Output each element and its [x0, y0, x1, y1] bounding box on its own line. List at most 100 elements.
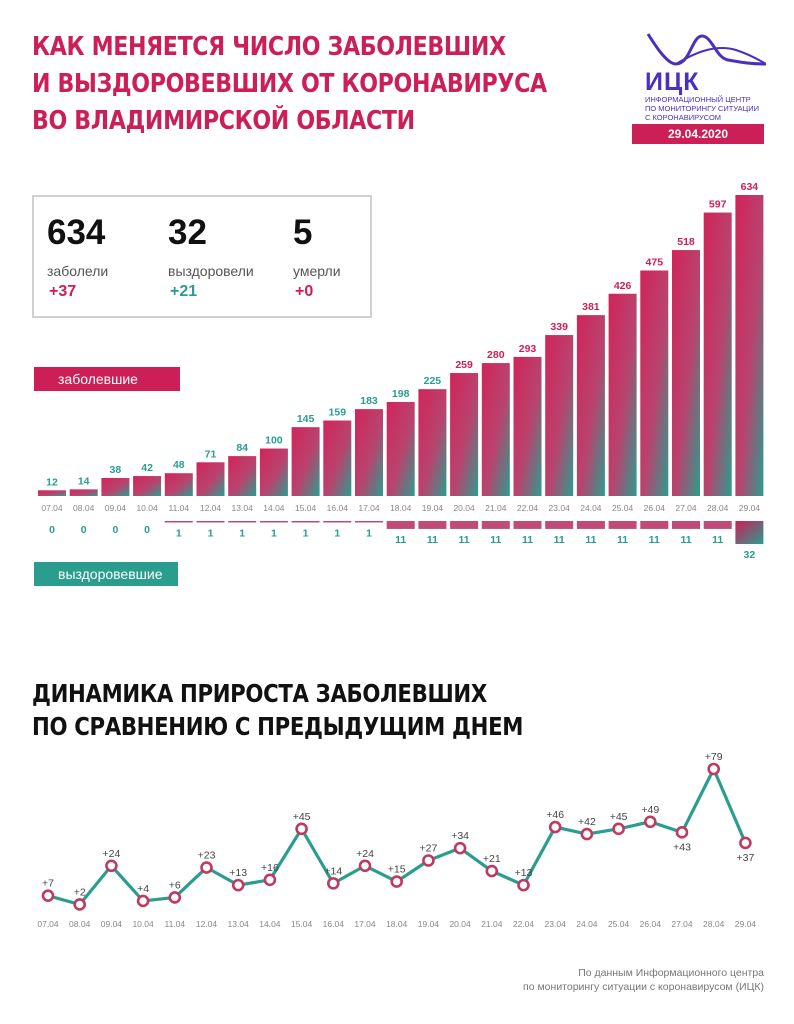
growth-section-title-2: ПО СРАВНЕНИЮ С ПРЕДЫДУЩИМ ДНЕМ — [32, 712, 524, 741]
recovered-legend-label: выздоровевшие — [34, 562, 178, 586]
infected-bar — [513, 356, 542, 496]
date-badge: 29.04.2020 — [632, 124, 764, 144]
date-tick-label: 21.04 — [485, 503, 507, 513]
recovered-bar-label: 1 — [271, 528, 277, 540]
source-line-2: по мониторингу ситуации с коронавирусом … — [523, 981, 764, 993]
recovered-bar-label: 0 — [49, 524, 55, 536]
date-tick-label: 18.04 — [390, 503, 412, 513]
infected-bar — [386, 401, 415, 496]
date-tick-label: 20.04 — [449, 919, 471, 929]
infected-bar — [164, 473, 193, 496]
date-tick-label: 25.04 — [612, 503, 634, 513]
recovered-bar-label: 1 — [366, 528, 372, 540]
date-tick-label: 13.04 — [228, 919, 250, 929]
infected-bar-label: 259 — [455, 359, 473, 371]
infected-bar-label: 159 — [329, 407, 347, 419]
infected-bar-label: 634 — [741, 181, 759, 193]
recovered-bar — [545, 521, 574, 529]
growth-point-label: +42 — [578, 816, 596, 828]
infected-bar-label: 84 — [236, 442, 248, 454]
recovered-bar-label: 1 — [334, 528, 340, 540]
infected-bar — [259, 448, 288, 496]
infected-bar-label: 183 — [360, 395, 378, 407]
date-tick-label: 22.04 — [517, 503, 539, 513]
date-tick-label: 07.04 — [37, 919, 59, 929]
stat-recovered-label: выздоровели — [168, 263, 254, 279]
date-tick-label: 12.04 — [200, 503, 222, 513]
page-title-line-3: ВО ВЛАДИМИРСКОЙ ОБЛАСТИ — [32, 106, 415, 136]
growth-section-title-1: ДИНАМИКА ПРИРОСТА ЗАБОЛЕВШИХ — [32, 679, 487, 708]
infected-bar — [196, 462, 225, 496]
date-tick-label: 29.04 — [735, 919, 757, 929]
infected-bar-label: 100 — [265, 435, 283, 447]
growth-point — [200, 861, 213, 874]
recovered-bar — [481, 521, 510, 529]
date-tick-label: 18.04 — [386, 919, 408, 929]
recovered-bar-label: 11 — [490, 534, 501, 546]
infected-bar-chart: 12 07.04 0 14 08.04 0 38 09.04 0 42 10.04 0 48 11.04 1… — [38, 181, 764, 561]
recovered-bar-label: 0 — [81, 524, 87, 536]
date-tick-label: 08.04 — [73, 503, 95, 513]
growth-point — [580, 827, 594, 841]
growth-point-label: +79 — [705, 751, 723, 763]
growth-point-label: +37 — [736, 852, 754, 864]
recovered-bar — [450, 521, 479, 529]
infected-bar-label: 475 — [646, 256, 664, 268]
growth-point-label: +45 — [610, 811, 628, 823]
date-tick-label: 26.04 — [644, 503, 666, 513]
growth-point — [643, 815, 657, 829]
stat-infected-value: 634 — [47, 213, 106, 252]
infected-bar — [735, 195, 764, 496]
growth-point — [326, 877, 340, 890]
infected-legend-label: заболевшие — [34, 367, 180, 391]
infected-bar — [608, 293, 637, 496]
date-tick-label: 14.04 — [259, 919, 281, 929]
page-title-line-1: КАК МЕНЯЕТСЯ ЧИСЛО ЗАБОЛЕВШИХ — [32, 32, 506, 62]
infected-bar — [291, 427, 320, 496]
growth-point — [612, 822, 625, 836]
recovered-bar — [608, 521, 637, 529]
date-tick-label: 19.04 — [422, 503, 444, 513]
growth-point-label: +7 — [42, 878, 54, 890]
date-tick-label: 28.04 — [703, 919, 725, 929]
infected-bar — [101, 477, 130, 496]
growth-point — [422, 854, 435, 867]
growth-point-label: +24 — [356, 848, 374, 860]
date-tick-label: 09.04 — [101, 919, 123, 929]
infected-bar-label: 597 — [709, 199, 727, 211]
date-tick-label: 09.04 — [105, 503, 127, 513]
date-tick-label: 25.04 — [608, 919, 630, 929]
infected-bar-label: 12 — [46, 476, 58, 488]
infected-bar-label: 38 — [110, 464, 122, 476]
date-tick-label: 11.04 — [168, 503, 189, 513]
growth-point-label: +15 — [388, 864, 406, 876]
date-tick-label: 16.04 — [323, 919, 345, 929]
page-title-line-2: И ВЫЗДОРОВЕВШИХ ОТ КОРОНАВИРУСА — [32, 69, 547, 99]
growth-point — [517, 878, 530, 892]
date-tick-label: 26.04 — [640, 919, 662, 929]
recovered-bar-label: 11 — [649, 534, 660, 546]
recovered-bar-label: 11 — [712, 534, 723, 546]
growth-point — [675, 826, 689, 839]
growth-point — [73, 898, 86, 911]
stat-deaths-delta: +0 — [295, 283, 314, 300]
infected-bar-label: 293 — [519, 343, 537, 355]
logo-subtitle-3: С КОРОНАВИРУСОМ — [645, 113, 722, 122]
date-tick-label: 13.04 — [232, 503, 254, 513]
recovered-bar-label: 1 — [176, 528, 182, 540]
growth-point-label: +23 — [198, 850, 216, 862]
growth-point-label: +34 — [451, 830, 469, 842]
recovered-bar — [513, 521, 542, 529]
stats-summary-box: 634 заболели +37 32 выздоровели +21 5 ум… — [32, 195, 372, 318]
recovered-bar — [196, 521, 225, 523]
stat-deaths-label: умерли — [293, 263, 341, 279]
stat-infected-label: заболели — [47, 263, 109, 279]
date-tick-label: 29.04 — [739, 503, 761, 513]
date-tick-label: 27.04 — [671, 919, 693, 929]
date-tick-label: 23.04 — [545, 919, 567, 929]
infected-bar — [703, 212, 732, 497]
recovered-bar-label: 11 — [395, 534, 406, 546]
date-tick-label: 27.04 — [675, 503, 697, 513]
growth-point-label: +24 — [102, 848, 120, 860]
